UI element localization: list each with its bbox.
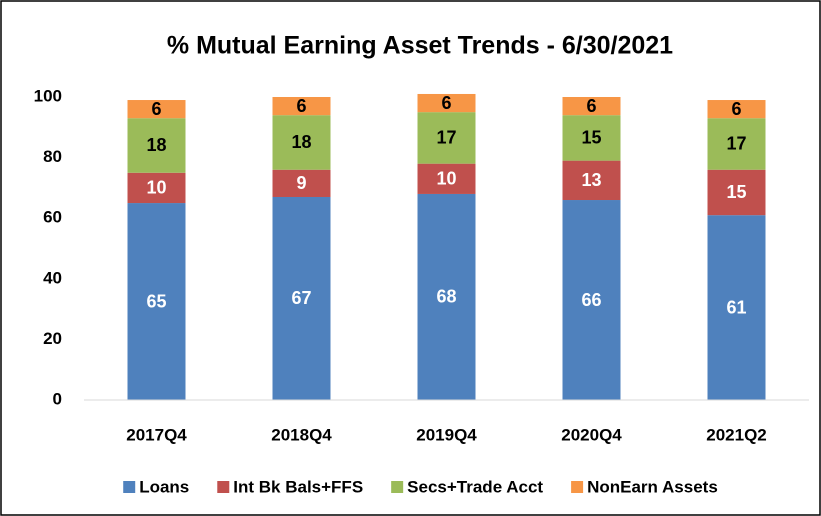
data-label: 6 <box>151 99 161 119</box>
data-label: 66 <box>581 290 601 310</box>
legend-swatch <box>123 481 136 493</box>
legend-label: Int Bk Bals+FFS <box>233 477 363 496</box>
data-label: 65 <box>146 291 166 311</box>
bar-segment <box>417 112 476 164</box>
legend-label: Loans <box>139 477 189 496</box>
bar-segment <box>707 169 766 216</box>
bar-segment <box>562 200 621 400</box>
bar-segment <box>707 100 766 119</box>
bar-segment <box>417 193 476 400</box>
data-label: 17 <box>726 134 746 154</box>
bar-segment <box>417 93 476 113</box>
y-tick-label: 20 <box>43 329 62 348</box>
y-tick-label: 60 <box>43 208 62 227</box>
bar-segment <box>272 169 331 197</box>
data-label: 61 <box>726 297 746 317</box>
x-tick-label: 2018Q4 <box>271 425 332 444</box>
data-label: 18 <box>146 135 166 155</box>
y-tick-label: 0 <box>53 389 62 408</box>
data-label: 67 <box>291 288 311 308</box>
data-label: 13 <box>581 170 601 190</box>
bar-segment <box>417 163 476 194</box>
x-tick-label: 2019Q4 <box>416 425 477 444</box>
data-label: 15 <box>581 128 601 148</box>
data-label: 18 <box>291 132 311 152</box>
bar-segment <box>562 160 621 201</box>
bar-segment <box>272 115 331 170</box>
y-tick-label: 100 <box>34 86 62 105</box>
data-label: 9 <box>296 173 306 193</box>
data-label: 6 <box>586 96 596 116</box>
y-tick-label: 80 <box>43 147 62 166</box>
bar-segment <box>127 100 186 119</box>
bar-segment <box>127 118 186 173</box>
legend-swatch <box>217 481 230 493</box>
bar-segment <box>127 172 186 204</box>
legend-swatch <box>571 481 584 493</box>
data-label: 10 <box>436 169 456 189</box>
x-tick-label: 2021Q2 <box>706 425 767 444</box>
y-tick-label: 40 <box>43 268 62 287</box>
data-label: 6 <box>296 96 306 116</box>
legend-label: Secs+Trade Acct <box>407 477 543 496</box>
bar-segment <box>707 118 766 170</box>
data-label: 17 <box>436 128 456 148</box>
bar-segment <box>562 97 621 116</box>
bar-segment <box>562 115 621 161</box>
bar-segment <box>272 196 331 400</box>
bar-segment <box>272 97 331 116</box>
legend-label: NonEarn Assets <box>587 477 718 496</box>
data-label: 68 <box>436 287 456 307</box>
bar-segment <box>707 215 766 400</box>
data-label: 10 <box>146 178 166 198</box>
data-label: 6 <box>731 99 741 119</box>
x-tick-label: 2020Q4 <box>561 425 622 444</box>
data-label: 6 <box>441 93 451 113</box>
x-tick-label: 2017Q4 <box>126 425 187 444</box>
legend-swatch <box>391 481 404 493</box>
chart-title: % Mutual Earning Asset Trends - 6/30/202… <box>167 32 673 60</box>
bar-segment <box>127 203 186 400</box>
data-label: 15 <box>726 182 746 202</box>
